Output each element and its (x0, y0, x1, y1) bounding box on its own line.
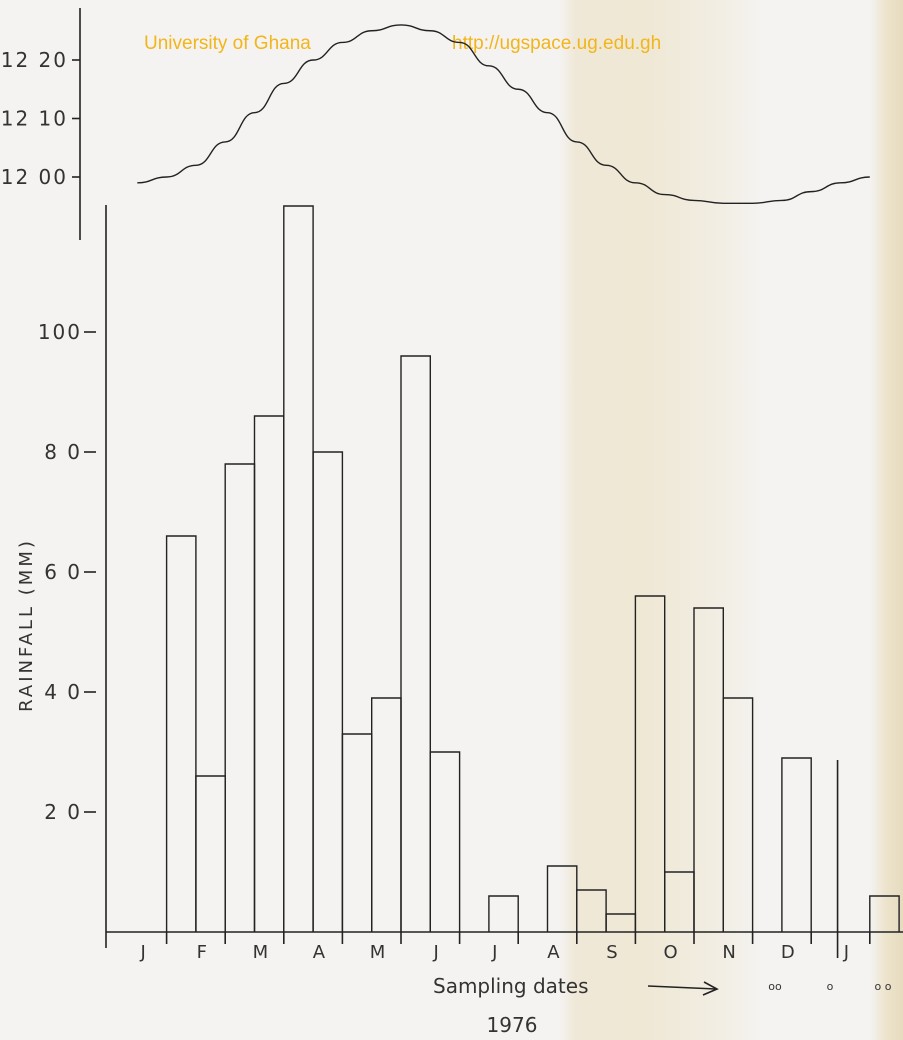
x-axis-caption: Sampling dates (433, 974, 589, 998)
rainfall-bar (429, 751, 461, 932)
daylength-tick-label: 12 10 (1, 107, 68, 131)
watermark-university: University of Ghana (144, 33, 311, 54)
rainfall-tick-label: 2 0 (44, 800, 82, 824)
rainfall-bar (253, 415, 285, 932)
daylength-line (137, 24, 870, 205)
rainfall-bar (781, 757, 812, 932)
rainfall-bar (312, 451, 344, 932)
rainfall-bar (546, 865, 578, 932)
rainfall-bar (869, 895, 900, 932)
rainfall-bar (283, 205, 314, 932)
rainfall-axis-label: RAINFALL (MM) (16, 538, 37, 712)
rainfall-bar (165, 535, 197, 932)
sampling-marker: o (827, 980, 834, 993)
rainfall-bar (341, 733, 373, 932)
rainfall-axis: 2 0 4 0 6 0 8 0 100 RAINFALL (MM) (16, 205, 903, 948)
year-label: 1976 (487, 1013, 538, 1037)
sampling-markers: oo o o o (768, 980, 891, 993)
watermark-url: http://ugspace.ug.edu.gh (452, 33, 662, 54)
rainfall-bar (605, 913, 637, 932)
rainfall-bar (224, 463, 256, 932)
x-axis-caption-arrow-head (702, 981, 719, 996)
month-label: O (663, 942, 677, 963)
rainfall-bar (195, 775, 226, 932)
daylength-axis: 12 00 12 10 12 20 (1, 8, 81, 240)
month-label: M (370, 942, 386, 963)
month-label: A (313, 942, 326, 963)
rainfall-histogram (165, 205, 900, 958)
rainfall-bar (693, 607, 724, 932)
month-label: A (547, 942, 560, 963)
captions: Sampling dates 1976 (433, 974, 719, 1037)
month-label: S (606, 942, 617, 963)
rainfall-bar (664, 871, 695, 932)
rainfall-bar (371, 697, 402, 932)
rainfall-tick-label: 6 0 (44, 560, 82, 584)
month-label: D (781, 942, 795, 963)
sampling-marker: o o (875, 980, 892, 993)
month-label: J (491, 942, 497, 963)
rainfall-bar (634, 595, 666, 932)
rainfall-bar (576, 889, 607, 932)
month-label: F (197, 942, 207, 963)
daylength-tick-label: 12 00 (1, 165, 68, 189)
daylength-tick-label: 12 20 (1, 48, 68, 72)
daylength-curve (137, 24, 870, 205)
month-label: M (253, 942, 269, 963)
month-label: N (722, 942, 735, 963)
rainfall-bar (400, 355, 431, 932)
x-axis-caption-arrow-shaft (647, 985, 717, 990)
rainfall-tick-label: 4 0 (44, 680, 82, 704)
month-label: J (433, 942, 439, 963)
rainfall-tick-label: 100 (38, 320, 82, 344)
month-label: J (140, 942, 146, 963)
rainfall-bar (488, 895, 519, 932)
rainfall-tick-label: 8 0 (44, 440, 82, 464)
sampling-marker: oo (768, 980, 782, 993)
month-label: J (843, 942, 849, 963)
rainfall-bar (722, 697, 754, 932)
